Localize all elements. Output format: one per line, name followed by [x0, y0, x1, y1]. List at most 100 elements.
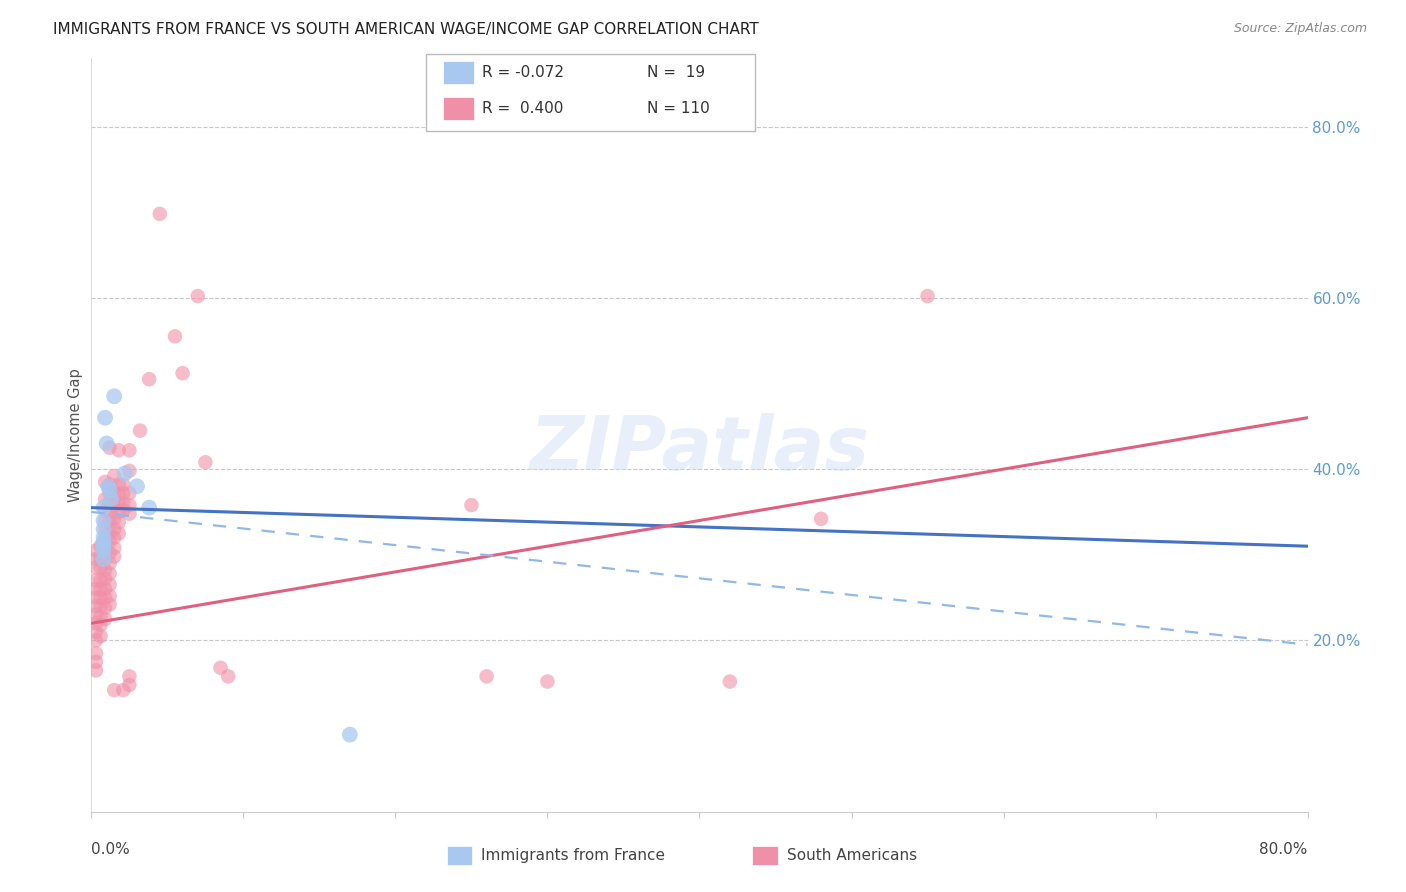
Point	[84, 599, 107, 614]
Point	[118, 678, 141, 692]
Point	[94, 533, 117, 547]
Point	[94, 591, 117, 605]
Point	[94, 514, 117, 528]
Point	[118, 498, 141, 512]
Point	[94, 563, 117, 577]
Text: 0.0%: 0.0%	[91, 842, 131, 856]
Point	[536, 674, 558, 689]
Point	[94, 612, 117, 626]
Point	[93, 535, 115, 549]
Text: N = 110: N = 110	[647, 102, 710, 116]
Point	[98, 557, 121, 571]
Point	[107, 488, 129, 502]
Point	[107, 526, 129, 541]
Point	[93, 552, 115, 566]
Point	[103, 512, 125, 526]
Point	[118, 464, 141, 478]
Point	[107, 505, 129, 519]
Point	[112, 477, 135, 491]
Point	[209, 661, 232, 675]
Point	[93, 531, 115, 545]
Point	[89, 574, 111, 588]
Point	[103, 541, 125, 555]
Point	[98, 441, 121, 455]
Point	[98, 526, 121, 541]
Point	[89, 560, 111, 574]
Point	[84, 560, 107, 574]
Point	[93, 500, 115, 515]
Point	[129, 424, 152, 438]
Point	[89, 599, 111, 614]
Point	[93, 522, 115, 536]
Text: N =  19: N = 19	[647, 65, 704, 79]
Point	[103, 469, 125, 483]
Point	[118, 486, 141, 500]
Point	[112, 683, 135, 698]
Point	[107, 477, 129, 491]
Point	[114, 467, 136, 481]
Point	[475, 669, 498, 683]
Point	[149, 207, 172, 221]
Point	[107, 443, 129, 458]
Point	[98, 589, 121, 603]
Point	[89, 609, 111, 624]
Point	[89, 539, 111, 553]
Point	[98, 515, 121, 529]
Text: IMMIGRANTS FROM FRANCE VS SOUTH AMERICAN WAGE/INCOME GAP CORRELATION CHART: IMMIGRANTS FROM FRANCE VS SOUTH AMERICAN…	[53, 22, 759, 37]
Point	[187, 289, 209, 303]
Point	[84, 543, 107, 558]
Point	[98, 505, 121, 519]
Point	[112, 486, 135, 500]
Point	[84, 591, 107, 605]
Point	[84, 633, 107, 648]
Point	[138, 372, 160, 386]
Text: R = -0.072: R = -0.072	[482, 65, 564, 79]
Text: Immigrants from France: Immigrants from France	[481, 848, 665, 863]
Point	[98, 566, 121, 581]
Text: South Americans: South Americans	[787, 848, 918, 863]
Point	[138, 500, 160, 515]
Point	[94, 503, 117, 517]
Point	[172, 366, 194, 380]
Point	[93, 514, 115, 528]
Point	[917, 289, 939, 303]
Point	[94, 492, 117, 507]
Text: R =  0.400: R = 0.400	[482, 102, 564, 116]
Point	[89, 591, 111, 605]
Text: 80.0%: 80.0%	[1260, 842, 1308, 856]
Point	[460, 498, 482, 512]
Point	[94, 541, 117, 555]
Point	[125, 479, 148, 493]
Point	[94, 475, 117, 489]
Point	[94, 410, 117, 425]
Point	[84, 574, 107, 588]
Point	[103, 531, 125, 545]
Point	[98, 546, 121, 560]
Point	[103, 683, 125, 698]
Point	[98, 535, 121, 549]
Point	[339, 728, 361, 742]
Point	[97, 479, 120, 493]
Point	[94, 572, 117, 586]
Point	[94, 582, 117, 596]
Y-axis label: Wage/Income Gap: Wage/Income Gap	[67, 368, 83, 501]
Point	[118, 507, 141, 521]
Point	[96, 436, 118, 450]
Point	[103, 549, 125, 564]
Point	[103, 389, 125, 403]
Point	[107, 496, 129, 510]
Point	[100, 492, 122, 507]
Point	[98, 477, 121, 491]
Point	[98, 496, 121, 510]
Point	[118, 443, 141, 458]
Point	[718, 674, 741, 689]
Point	[194, 455, 217, 469]
Point	[103, 498, 125, 512]
Text: ZIPatlas: ZIPatlas	[530, 413, 869, 486]
Point	[98, 598, 121, 612]
Point	[112, 496, 135, 510]
Point	[84, 607, 107, 622]
Point	[98, 483, 121, 498]
Point	[84, 664, 107, 678]
Point	[98, 578, 121, 592]
